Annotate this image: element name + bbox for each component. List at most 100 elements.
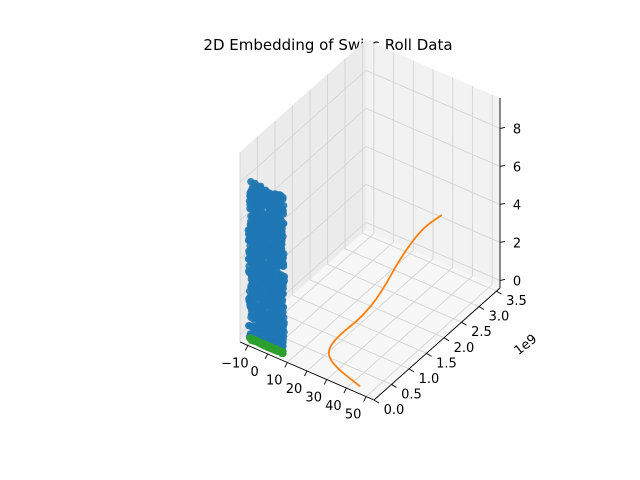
x-tick-label: 50 — [345, 408, 362, 423]
y-axis-offset-label: 1e9 — [512, 332, 541, 359]
blue-point — [273, 332, 281, 340]
x-tick-mark — [363, 396, 367, 402]
blue-point — [275, 250, 283, 258]
blue-point — [265, 323, 273, 331]
blue-point — [265, 279, 273, 287]
blue-point — [269, 247, 277, 255]
x-tick-label: 40 — [325, 399, 342, 414]
grid-line-y-floor — [362, 232, 497, 292]
y-tick-mark — [408, 368, 415, 373]
grid-line-y-floor — [292, 294, 427, 354]
blue-point — [259, 305, 267, 313]
y-tick-label: 1.0 — [419, 372, 440, 387]
blue-point — [265, 330, 273, 338]
blue-point — [251, 272, 259, 280]
y-tick-mark — [373, 399, 380, 404]
x-tick-mark — [244, 345, 249, 351]
green-point — [262, 342, 270, 350]
blue-point — [266, 260, 275, 268]
y-tick-label: 2.0 — [454, 341, 475, 356]
blue-point — [259, 256, 267, 264]
blue-point — [256, 192, 265, 200]
blue-point — [246, 229, 254, 237]
blue-point — [263, 216, 271, 225]
blue-point — [255, 266, 263, 274]
z-tick-mark — [499, 240, 506, 243]
z-tick-label: 6 — [513, 160, 521, 175]
blue-point — [272, 225, 280, 233]
x-tick-mark — [284, 362, 288, 368]
z-tick-mark — [499, 278, 506, 281]
x-tick-label: 30 — [305, 391, 322, 406]
blue-point — [262, 269, 271, 277]
x-tick-label: 10 — [266, 373, 283, 388]
grid-line-z-back — [365, 145, 501, 205]
z-tick-mark — [499, 164, 506, 167]
z-tick-label: 0 — [513, 274, 521, 289]
z-tick-label: 4 — [513, 198, 521, 213]
blue-point — [278, 271, 286, 279]
blue-point — [249, 213, 257, 221]
x-tick-mark — [343, 387, 347, 394]
blue-point — [276, 339, 285, 347]
blue-point — [247, 246, 255, 254]
grid-line-z-back — [365, 183, 501, 243]
x-tick-mark — [323, 379, 328, 385]
blue-point — [248, 254, 256, 262]
blue-point — [273, 296, 281, 304]
y-tick-label: 1.5 — [436, 356, 457, 371]
blue-point — [261, 242, 269, 250]
blue-point — [266, 254, 274, 262]
orange-line — [327, 214, 443, 388]
blue-point — [279, 326, 287, 334]
y-tick-mark — [461, 321, 467, 326]
chart-title: 2D Embedding of Swiss Roll Data — [203, 36, 452, 54]
blue-point — [276, 317, 285, 326]
grid-line-z-back — [365, 221, 501, 281]
blue-point — [263, 296, 271, 304]
axis-lines — [239, 98, 506, 404]
y-tick-mark — [496, 290, 502, 295]
x-tick-label: 0 — [250, 365, 258, 380]
z-tick-label: 8 — [513, 122, 521, 137]
blue-point — [268, 286, 276, 294]
data-marks — [244, 178, 443, 388]
blue-point — [255, 222, 263, 231]
blue-point — [266, 207, 274, 215]
blue-point — [259, 280, 267, 288]
blue-point — [261, 287, 269, 295]
blue-point — [249, 315, 257, 323]
blue-point — [277, 238, 285, 246]
x-tick-mark — [304, 370, 308, 377]
blue-point — [276, 196, 284, 204]
blue-point — [259, 274, 267, 282]
blue-point — [257, 250, 265, 258]
blue-point — [246, 322, 254, 330]
blue-point — [258, 236, 266, 244]
y-tick-mark — [391, 384, 397, 388]
blue-point — [249, 180, 257, 189]
blue-point — [261, 312, 269, 320]
blue-point — [269, 218, 277, 226]
green-point — [247, 334, 255, 342]
blue-point — [279, 290, 287, 298]
blue-point — [248, 238, 256, 246]
blue-point — [255, 328, 263, 336]
x-tick-label: −10 — [221, 356, 248, 371]
green-point — [273, 346, 281, 355]
blue-point — [269, 199, 277, 207]
z-tick-mark — [499, 126, 506, 129]
blue-point — [262, 186, 270, 194]
y-tick-label: 0.5 — [401, 387, 422, 402]
z-tick-label: 2 — [513, 236, 521, 251]
y-tick-label: 3.5 — [506, 294, 527, 309]
blue-point — [270, 315, 278, 323]
green-point — [279, 349, 287, 357]
blue-point — [247, 187, 255, 195]
grid-line-z-back — [365, 69, 501, 129]
y-tick-mark — [478, 306, 485, 311]
grid-line-y-floor — [274, 310, 410, 370]
